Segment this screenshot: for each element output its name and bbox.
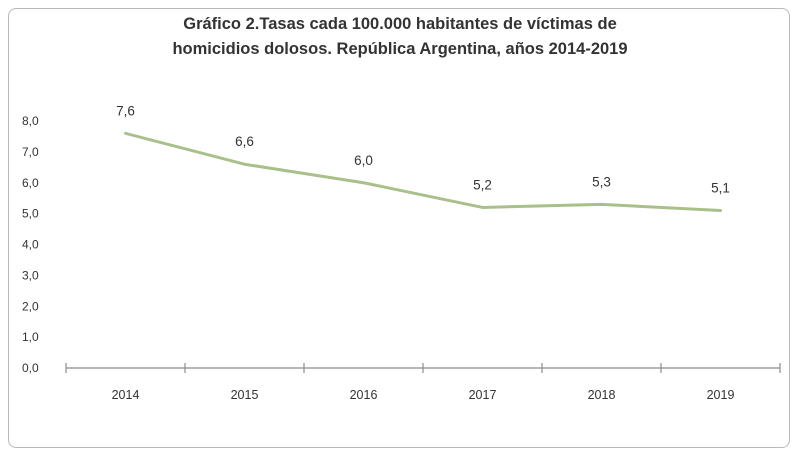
chart-title-line-2: homicidios dolosos. República Argentina,…: [172, 40, 628, 58]
y-tick-label: 4,0: [22, 238, 39, 252]
x-tick-label: 2019: [707, 388, 735, 402]
chart-title-line-1: Gráfico 2.Tasas cada 100.000 habitantes …: [183, 15, 617, 33]
y-tick-label: 2,0: [22, 299, 39, 313]
data-label: 6,6: [235, 134, 254, 149]
x-tick-label: 2015: [231, 388, 259, 402]
x-tick-label: 2016: [350, 388, 378, 402]
data-label: 5,3: [592, 174, 611, 189]
x-axis-labels: 2014 2015 2016 2017 2018 2019: [112, 388, 735, 402]
series-line: [124, 131, 722, 213]
y-axis-ticks: 0,0 1,0 2,0 3,0 4,0 5,0 6,0 7,0 8,0: [22, 114, 39, 375]
series-layer: [124, 131, 722, 213]
x-axis: [65, 363, 781, 373]
y-tick-label: 1,0: [22, 330, 39, 344]
data-label: 5,1: [711, 181, 730, 196]
x-tick-label: 2018: [588, 388, 616, 402]
y-tick-label: 5,0: [22, 207, 39, 221]
chart-frame: [8, 8, 790, 448]
x-tick-label: 2017: [469, 388, 497, 402]
y-tick-label: 0,0: [22, 361, 39, 375]
data-label: 7,6: [116, 103, 135, 118]
chart-title: Gráfico 2.Tasas cada 100.000 habitantes …: [60, 12, 740, 62]
data-label: 5,2: [473, 177, 492, 192]
x-tick-label: 2014: [112, 388, 140, 402]
y-tick-label: 6,0: [22, 176, 39, 190]
y-tick-label: 3,0: [22, 268, 39, 282]
y-tick-label: 8,0: [22, 114, 39, 128]
data-labels: 7,6 6,6 6,0 5,2 5,3 5,1: [116, 103, 730, 195]
y-tick-label: 7,0: [22, 145, 39, 159]
data-label: 6,0: [354, 153, 373, 168]
